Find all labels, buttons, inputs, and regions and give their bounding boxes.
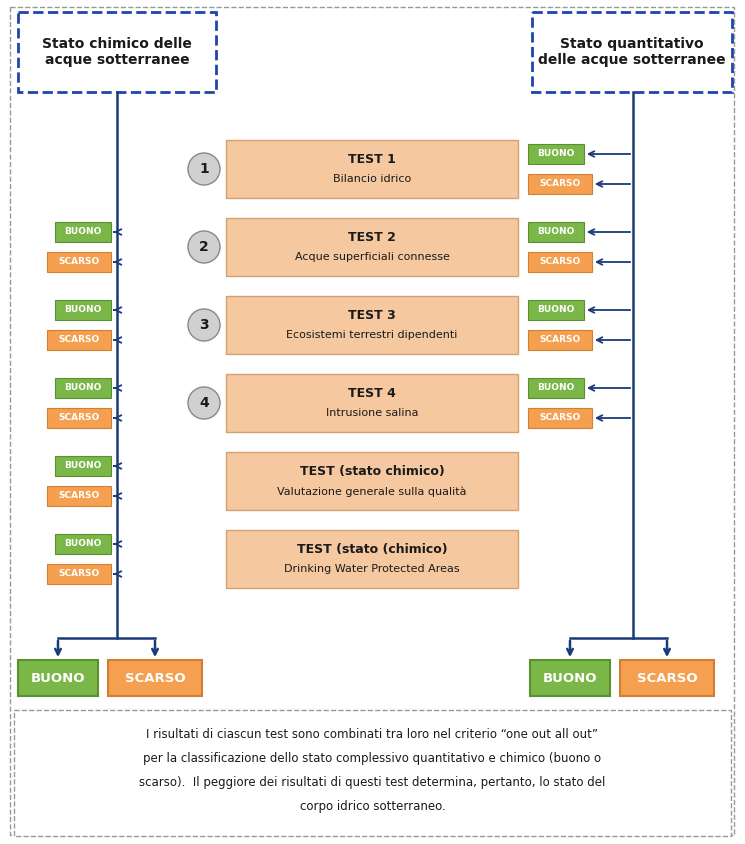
Bar: [47, 486, 111, 506]
Text: SCARSO: SCARSO: [58, 414, 100, 423]
Text: TEST 3: TEST 3: [348, 309, 396, 322]
Circle shape: [188, 153, 220, 185]
Text: 3: 3: [199, 318, 209, 332]
Text: TEST (stato chimico): TEST (stato chimico): [299, 465, 444, 478]
Text: TEST 2: TEST 2: [348, 230, 396, 244]
Text: BUONO: BUONO: [537, 306, 574, 315]
Text: SCARSO: SCARSO: [58, 491, 100, 500]
Bar: [226, 374, 518, 432]
Bar: [55, 378, 111, 398]
Bar: [47, 252, 111, 272]
Bar: [528, 222, 584, 242]
Text: I risultati di ciascun test sono combinati tra loro nel criterio “one out all ou: I risultati di ciascun test sono combina…: [147, 728, 598, 741]
Bar: [14, 710, 731, 836]
Bar: [47, 408, 111, 428]
Text: TEST 4: TEST 4: [348, 387, 396, 400]
Text: SCARSO: SCARSO: [539, 336, 580, 344]
Bar: [528, 174, 592, 194]
Text: BUONO: BUONO: [537, 228, 574, 236]
Bar: [620, 660, 714, 696]
Text: 4: 4: [199, 396, 209, 410]
Text: 1: 1: [199, 162, 209, 176]
Text: SCARSO: SCARSO: [539, 180, 580, 188]
Text: TEST (stato (chimico): TEST (stato (chimico): [297, 543, 447, 555]
Bar: [55, 222, 111, 242]
Text: Ecosistemi terrestri dipendenti: Ecosistemi terrestri dipendenti: [286, 331, 457, 340]
Text: SCARSO: SCARSO: [58, 336, 100, 344]
Circle shape: [188, 231, 220, 263]
Bar: [18, 660, 98, 696]
Bar: [18, 12, 216, 92]
Bar: [47, 330, 111, 350]
Text: SCARSO: SCARSO: [124, 672, 186, 684]
Text: BUONO: BUONO: [31, 672, 85, 684]
Text: Stato quantitativo
delle acque sotterranee: Stato quantitativo delle acque sotterran…: [538, 37, 726, 68]
Circle shape: [188, 387, 220, 419]
Text: BUONO: BUONO: [64, 383, 101, 392]
Bar: [226, 530, 518, 588]
Circle shape: [188, 309, 220, 341]
Bar: [226, 296, 518, 354]
Text: Acque superficiali connesse: Acque superficiali connesse: [294, 252, 449, 262]
Text: Intrusione salina: Intrusione salina: [326, 408, 418, 419]
Text: BUONO: BUONO: [64, 306, 101, 315]
Bar: [226, 140, 518, 198]
Text: Valutazione generale sulla qualità: Valutazione generale sulla qualità: [277, 486, 467, 496]
Text: SCARSO: SCARSO: [58, 257, 100, 267]
Bar: [528, 252, 592, 272]
Bar: [528, 408, 592, 428]
Text: corpo idrico sotterraneo.: corpo idrico sotterraneo.: [299, 800, 446, 813]
Bar: [528, 300, 584, 320]
Text: SCARSO: SCARSO: [539, 414, 580, 423]
Text: scarso).  Il peggiore dei risultati di questi test determina, pertanto, lo stato: scarso). Il peggiore dei risultati di qu…: [139, 776, 606, 789]
Bar: [530, 660, 610, 696]
Text: TEST 1: TEST 1: [348, 153, 396, 165]
Bar: [47, 564, 111, 584]
Text: BUONO: BUONO: [537, 383, 574, 392]
Text: BUONO: BUONO: [543, 672, 597, 684]
Bar: [528, 330, 592, 350]
Text: per la classificazione dello stato complessivo quantitativo e chimico (buono o: per la classificazione dello stato compl…: [144, 752, 601, 765]
Text: Bilancio idrico: Bilancio idrico: [333, 175, 411, 185]
Text: BUONO: BUONO: [537, 149, 574, 159]
Bar: [108, 660, 202, 696]
Text: BUONO: BUONO: [64, 228, 101, 236]
Text: SCARSO: SCARSO: [58, 570, 100, 578]
Bar: [55, 456, 111, 476]
Text: Stato chimico delle
acque sotterranee: Stato chimico delle acque sotterranee: [42, 37, 192, 68]
Text: SCARSO: SCARSO: [539, 257, 580, 267]
Text: BUONO: BUONO: [64, 462, 101, 470]
Bar: [528, 144, 584, 164]
Bar: [532, 12, 732, 92]
Text: 2: 2: [199, 240, 209, 254]
Text: BUONO: BUONO: [64, 539, 101, 549]
Bar: [226, 218, 518, 276]
Text: Drinking Water Protected Areas: Drinking Water Protected Areas: [284, 565, 460, 575]
Text: SCARSO: SCARSO: [637, 672, 697, 684]
Bar: [226, 452, 518, 510]
Bar: [528, 378, 584, 398]
Bar: [55, 300, 111, 320]
Bar: [55, 534, 111, 554]
